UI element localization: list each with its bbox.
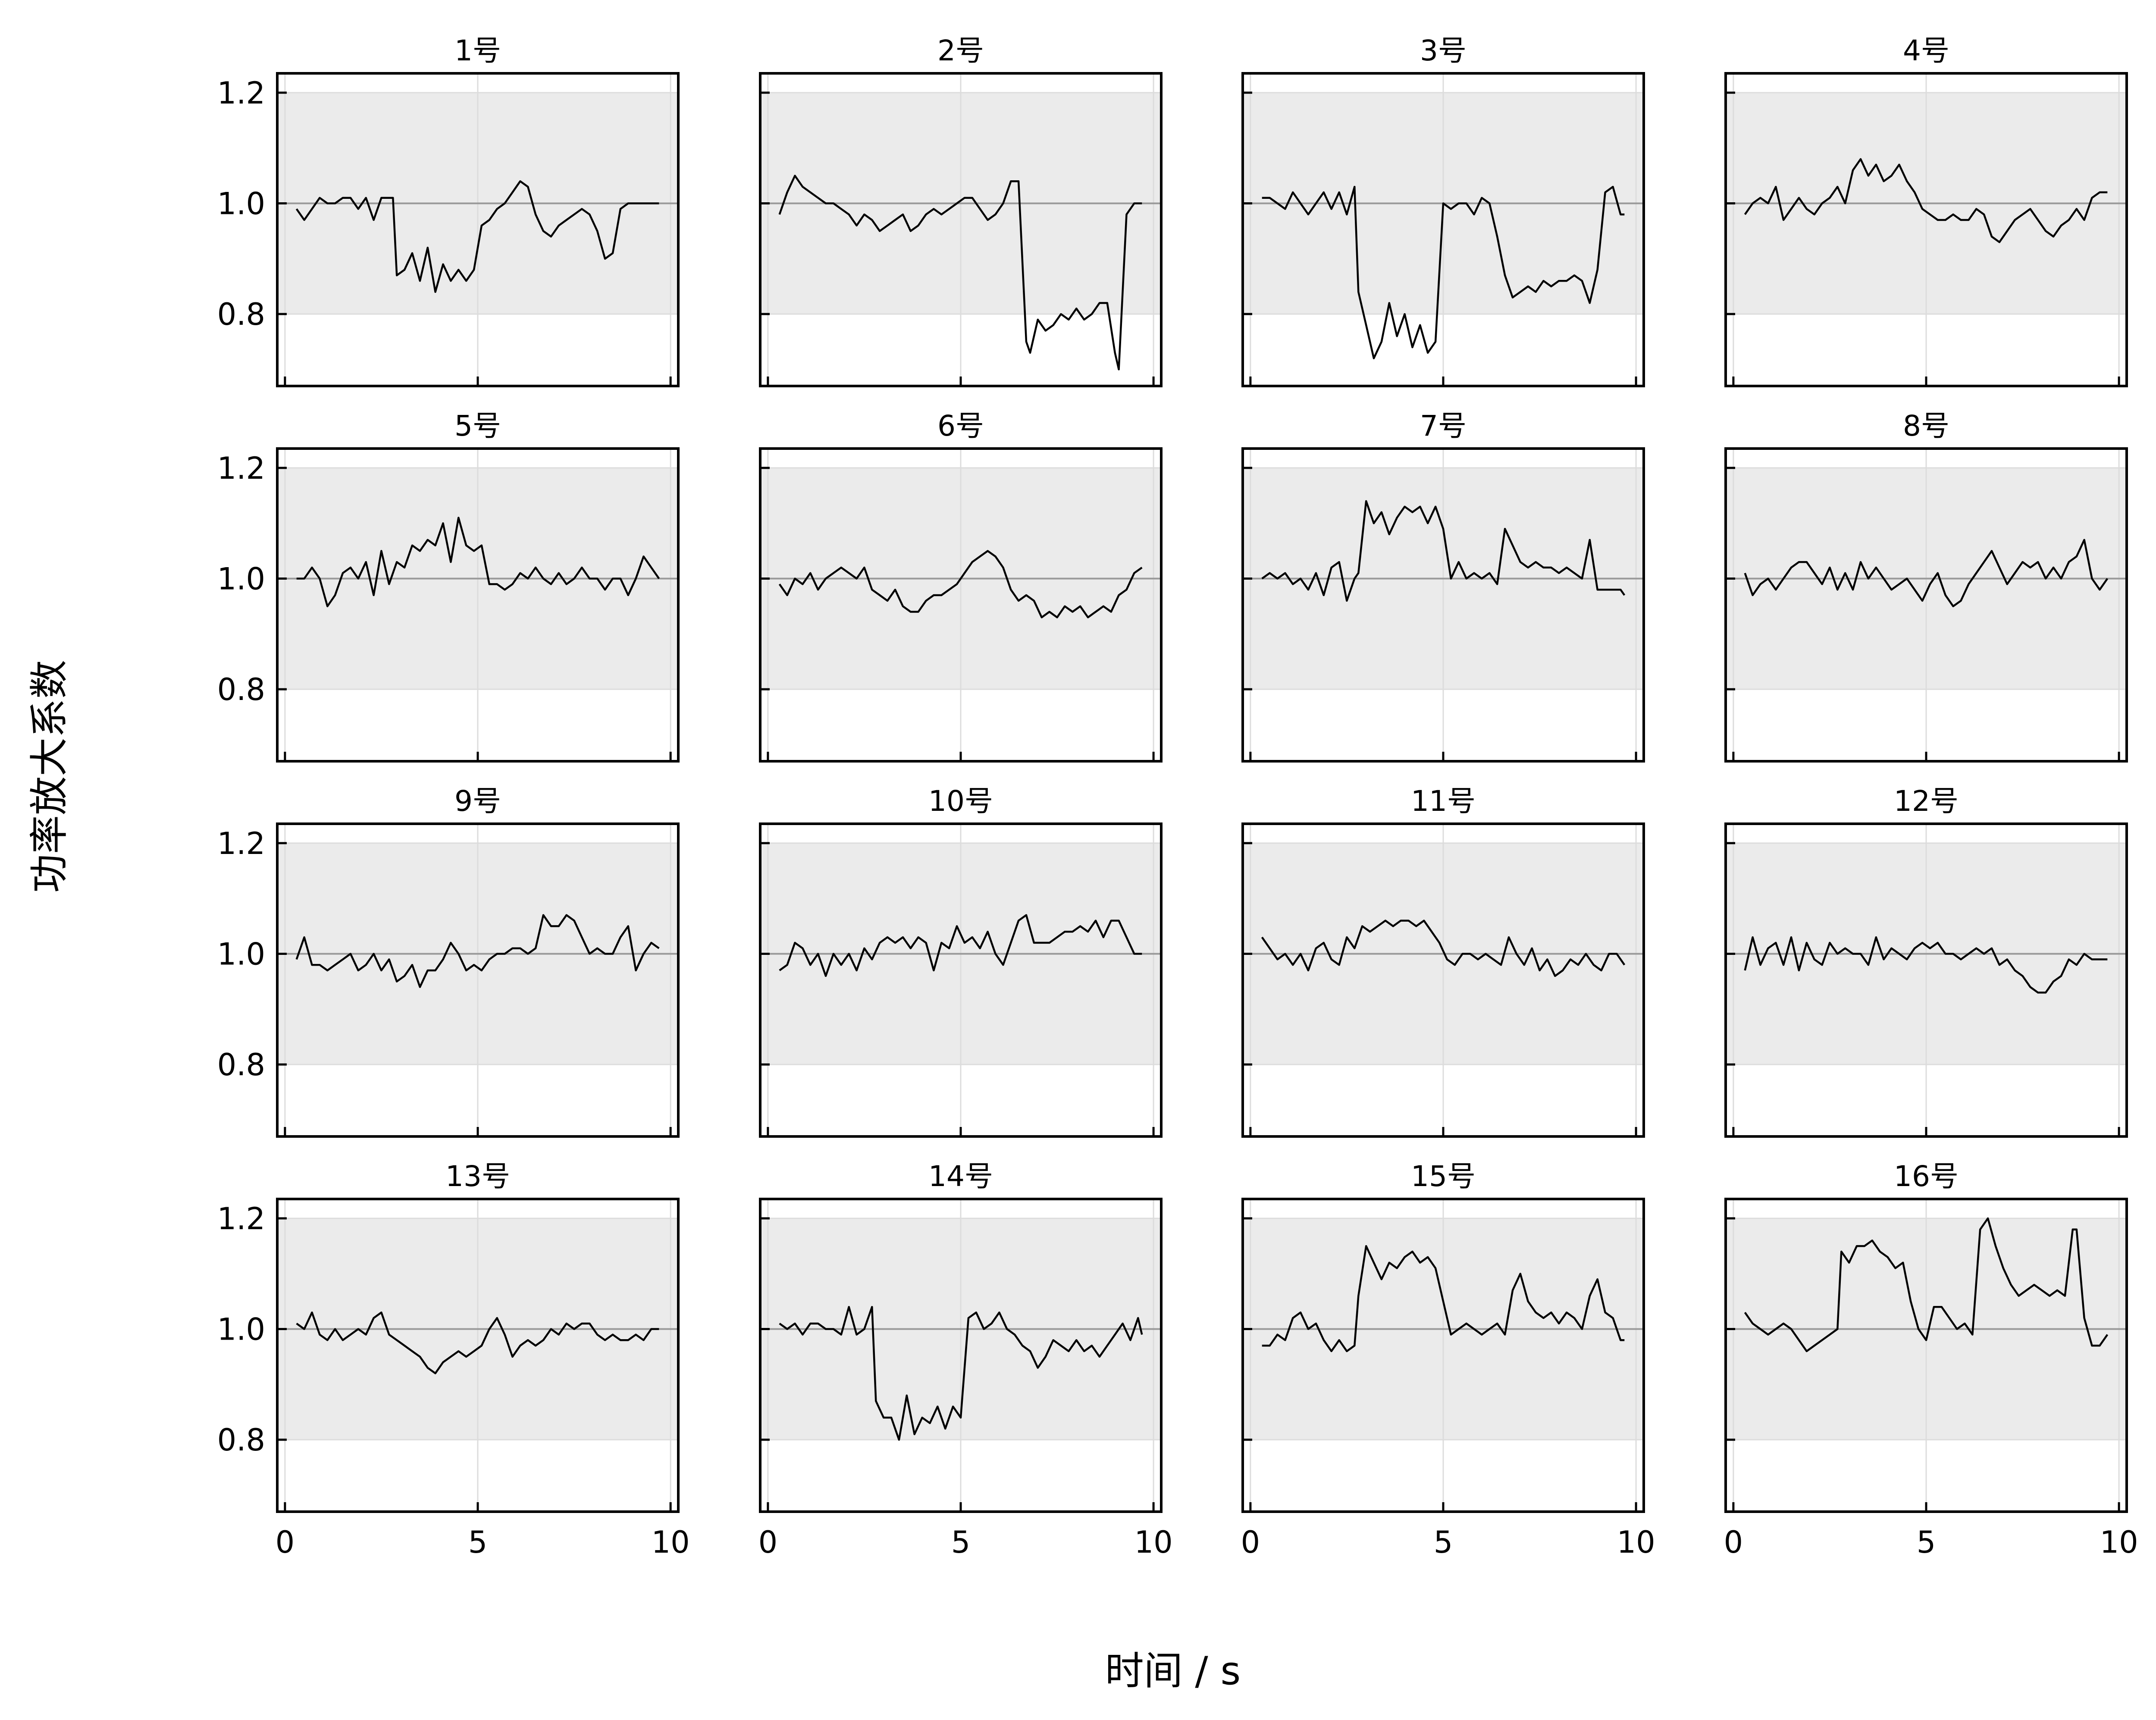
x-tick-label: 5 <box>1434 1525 1453 1560</box>
x-tick-label: 10 <box>1617 1525 1655 1560</box>
x-tick-label: 5 <box>951 1525 971 1560</box>
y-tick-label: 1.2 <box>217 451 265 486</box>
panel-1: 1号 0.8 1.0 1.2 <box>217 34 680 387</box>
panel-12: 12号 <box>1724 785 2128 1138</box>
panel-13: 13号 0.8 1.0 1.2 0 5 10 <box>217 1160 690 1560</box>
x-tick-label: 0 <box>276 1525 295 1560</box>
panel-14: 14号 0 5 10 <box>758 1160 1173 1560</box>
series-line <box>779 914 1142 977</box>
x-tick-label: 0 <box>1724 1525 1743 1560</box>
panel-title: 16号 <box>1894 1160 1959 1193</box>
panel-16: 16号 0 5 10 <box>1724 1160 2138 1560</box>
panel-15: 15号 0 5 10 <box>1241 1160 1655 1560</box>
panel-title: 2号 <box>937 34 984 67</box>
panel-title: 3号 <box>1420 34 1467 67</box>
panel-6: 6号 <box>759 409 1163 763</box>
series-line <box>296 517 660 607</box>
series-line <box>1262 1245 1625 1353</box>
panel-title: 4号 <box>1903 34 1949 67</box>
panel-7: 7号 <box>1241 409 1645 763</box>
series-line <box>296 1311 659 1375</box>
y-tick-label: 1.0 <box>217 186 265 222</box>
panel-title: 6号 <box>937 409 984 443</box>
panel-title: 7号 <box>1420 409 1467 443</box>
y-tick-label: 1.2 <box>217 75 265 111</box>
panel-title: 8号 <box>1903 409 1949 443</box>
series-line <box>1261 500 1626 602</box>
y-tick-label: 1.0 <box>217 1312 265 1347</box>
series-line <box>1744 936 2108 994</box>
y-axis-title: 功率放大系数 <box>27 660 72 893</box>
series-line <box>1262 185 1625 360</box>
series-line <box>295 180 659 293</box>
panel-5: 5号 0.8 1.0 1.2 <box>217 409 680 763</box>
series-line <box>1744 539 2109 607</box>
y-tick-label: 1.2 <box>217 1201 265 1237</box>
panel-2: 2号 <box>759 34 1163 387</box>
panel-4: 4号 <box>1724 34 2128 387</box>
panel-9: 9号 0.8 1.0 1.2 <box>217 785 680 1138</box>
y-tick-label: 1.0 <box>217 562 265 597</box>
panel-title: 14号 <box>928 1160 993 1193</box>
panel-title: 11号 <box>1411 785 1476 818</box>
panel-title: 15号 <box>1411 1160 1476 1193</box>
series-line <box>1744 158 2108 243</box>
panel-11: 11号 <box>1241 785 1645 1138</box>
y-tick-label: 0.8 <box>217 1047 265 1083</box>
series-line <box>778 550 1143 618</box>
x-tick-label: 10 <box>1134 1525 1173 1560</box>
panel-title: 12号 <box>1894 785 1959 818</box>
y-tick-label: 0.8 <box>217 297 265 332</box>
x-tick-label: 10 <box>2100 1525 2138 1560</box>
x-tick-label: 10 <box>652 1525 690 1560</box>
series-line <box>779 1306 1143 1441</box>
panel-10: 10号 <box>759 785 1163 1138</box>
y-tick-label: 1.0 <box>217 937 265 972</box>
y-tick-label: 0.8 <box>217 672 265 707</box>
panel-title: 13号 <box>445 1160 510 1193</box>
series-line <box>295 914 660 988</box>
panel-title: 1号 <box>454 34 501 67</box>
x-tick-label: 0 <box>758 1525 778 1560</box>
x-tick-label: 0 <box>1241 1525 1260 1560</box>
y-tick-label: 1.2 <box>217 826 265 861</box>
panel-8: 8号 <box>1724 409 2128 763</box>
series-line <box>778 175 1142 370</box>
y-tick-label: 0.8 <box>217 1422 265 1458</box>
series-line <box>1744 1217 2109 1353</box>
panel-title: 10号 <box>928 785 993 818</box>
x-tick-label: 5 <box>468 1525 488 1560</box>
x-tick-label: 5 <box>1917 1525 1936 1560</box>
panel-3: 3号 <box>1241 34 1645 387</box>
series-line <box>1261 920 1626 977</box>
panel-title: 9号 <box>454 785 501 818</box>
panel-title: 5号 <box>454 409 501 443</box>
x-axis-title: 时间 / s <box>1105 1648 1241 1694</box>
